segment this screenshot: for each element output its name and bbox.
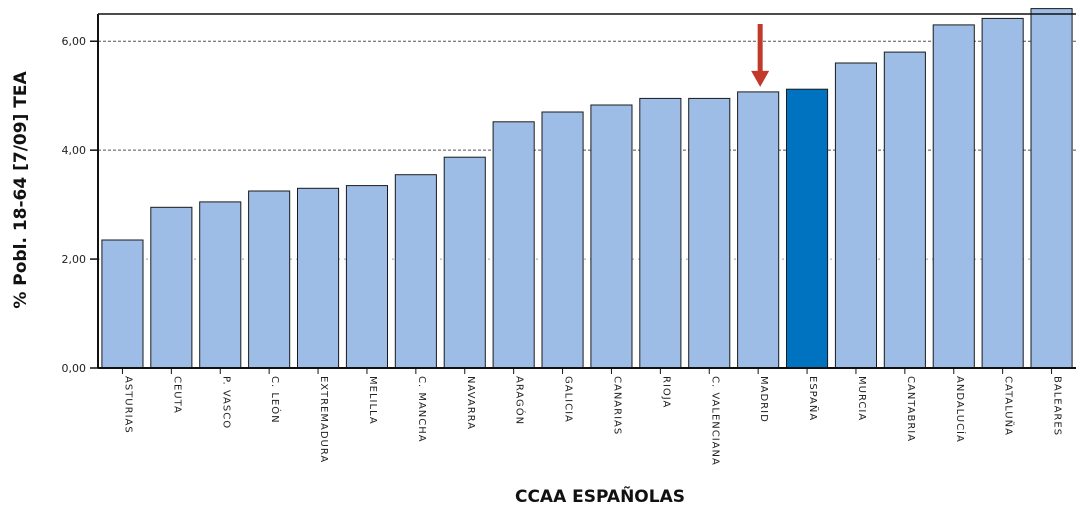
category-label: RIOJA [660, 376, 671, 408]
category-label: ASTURIAS [123, 376, 134, 434]
bar [1030, 8, 1073, 369]
category-label: GALICIA [563, 376, 574, 423]
bar [248, 190, 291, 369]
category-label: CEUTA [171, 376, 182, 414]
bar [297, 187, 340, 369]
bar [737, 91, 780, 369]
bar [101, 239, 144, 369]
bar [199, 201, 242, 369]
category-label: ANDALUCÍA [954, 376, 967, 443]
bar [541, 111, 584, 369]
bar [492, 121, 535, 369]
y-tick-label: 4,00 [62, 144, 87, 157]
bar [345, 185, 388, 369]
grid-lines [98, 40, 1076, 260]
category-label: CANARIAS [612, 376, 623, 435]
category-label: P. VASCO [220, 376, 231, 429]
category-label: ARAGÓN [514, 376, 527, 425]
y-tick-label: 6,00 [62, 35, 87, 48]
category-label: NAVARRA [465, 376, 476, 430]
bars [101, 8, 1073, 369]
bar [786, 88, 829, 369]
arrow-marker [751, 24, 770, 87]
axes [90, 13, 1076, 374]
category-label: ESPAÑA [807, 376, 820, 421]
x-tick-labels: ASTURIAS CEUTA P. VASCO C. LEÓN EXTREMADURA M… [123, 376, 1063, 466]
bar [590, 104, 633, 369]
bar [688, 97, 731, 369]
category-label: BALEARES [1052, 376, 1063, 436]
category-label: C. MANCHA [416, 376, 427, 443]
y-tick-label: 0,00 [62, 362, 87, 375]
y-tick-label: 2,00 [62, 253, 87, 266]
category-label: MADRID [758, 376, 769, 423]
category-label: CANTABRIA [905, 376, 916, 442]
bar [834, 62, 878, 369]
category-label: EXTREMADURA [318, 376, 329, 463]
bar [443, 156, 486, 369]
bar [883, 51, 926, 369]
category-label: MURCIA [856, 376, 867, 421]
bar [394, 174, 437, 369]
category-label: C. LEÓN [269, 376, 282, 424]
y-axis-title: % Pobl. 18-64 [7/09] TEA [11, 71, 31, 309]
bar [639, 97, 682, 369]
bar [932, 24, 975, 369]
category-label: MELILLA [367, 376, 378, 425]
y-tick-labels: 0,00 2,00 4,00 6,00 [62, 35, 87, 375]
bar [981, 17, 1024, 369]
category-label: C. VALENCIANA [709, 376, 720, 466]
bar [150, 206, 193, 369]
x-axis-title: CCAA ESPAÑOLAS [515, 484, 685, 507]
arrow-head [751, 70, 770, 87]
category-label: CATALUÑA [1003, 376, 1016, 436]
